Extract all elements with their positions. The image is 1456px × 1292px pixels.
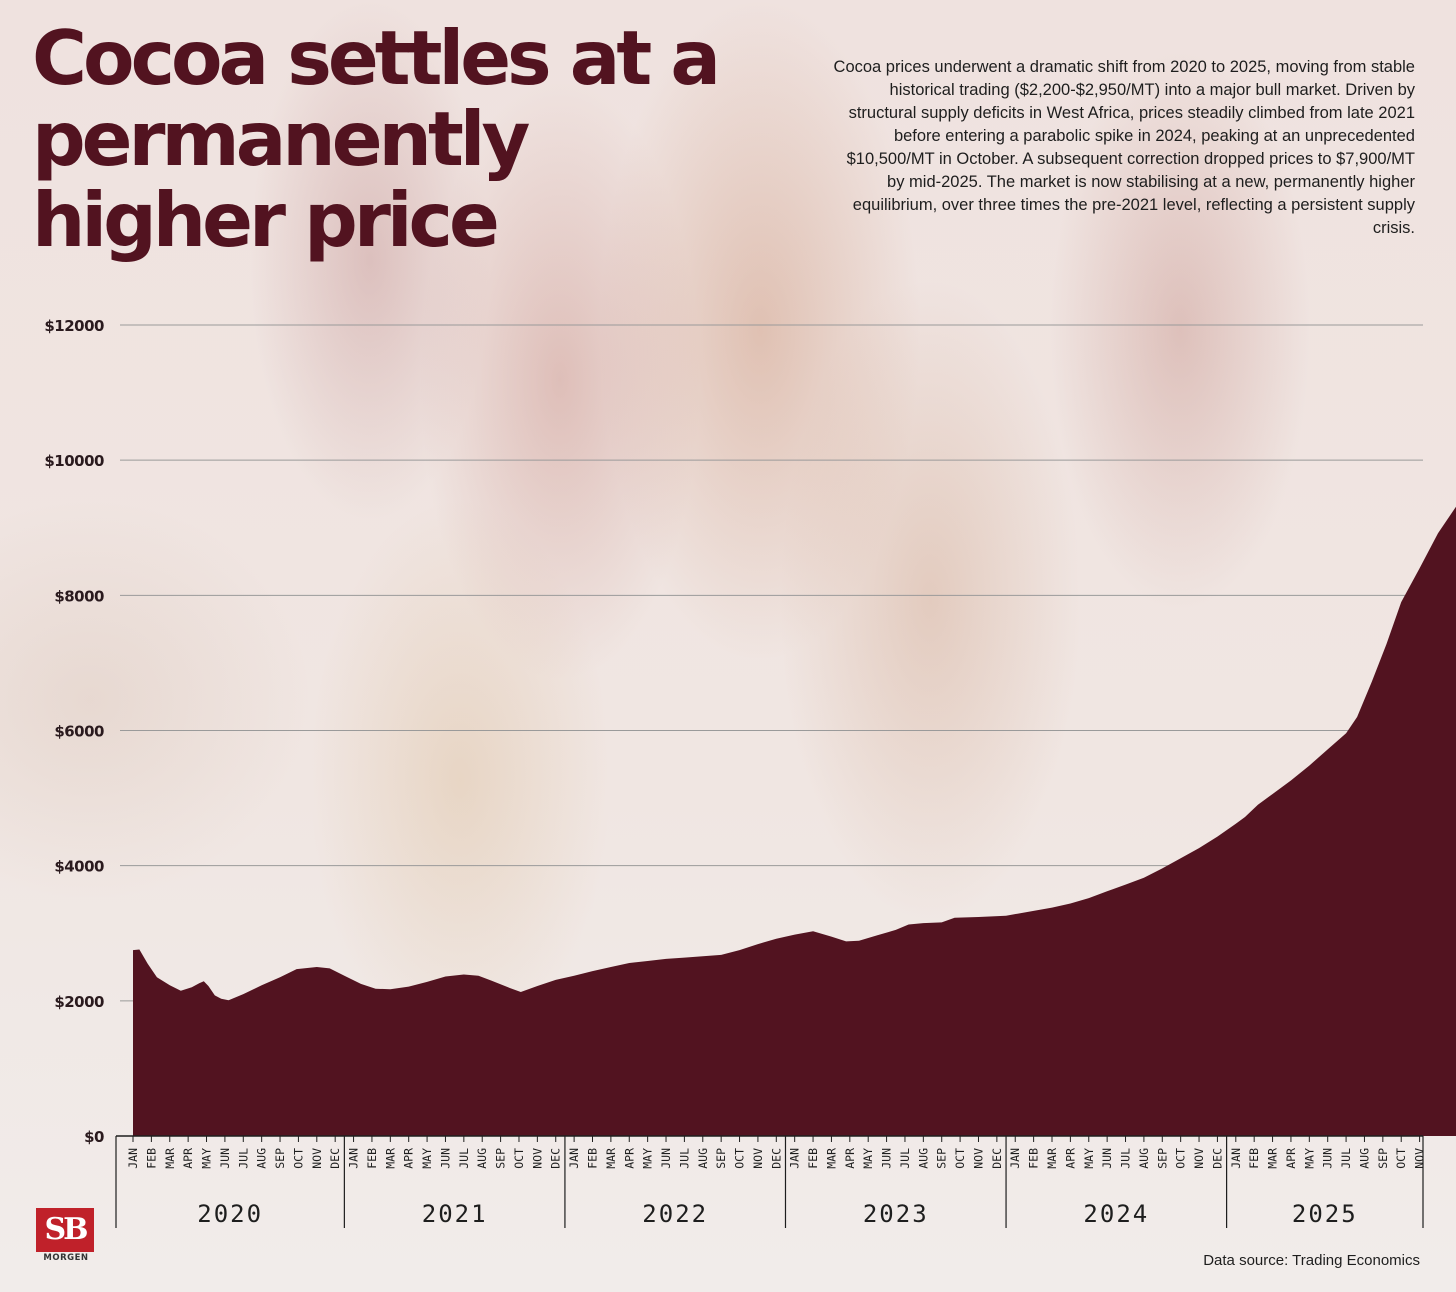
month-tick-label: APR — [402, 1148, 416, 1169]
month-tick-label: NOV — [751, 1148, 765, 1169]
y-tick-label: $6000 — [54, 723, 104, 741]
logo-wordmark: MORGEN — [43, 1253, 89, 1263]
month-tick-label: FEB — [365, 1148, 379, 1169]
year-label: 2024 — [1083, 1200, 1149, 1228]
month-tick-label: OCT — [1394, 1148, 1408, 1169]
month-tick-label: OCT — [953, 1148, 967, 1169]
month-tick-label: OCT — [1174, 1148, 1188, 1169]
month-tick-label: FEB — [1247, 1148, 1261, 1169]
month-tick-label: JAN — [1229, 1148, 1243, 1169]
month-tick-label: NOV — [1192, 1148, 1206, 1169]
month-tick-label: OCT — [291, 1148, 305, 1169]
month-tick-label: AUG — [475, 1148, 489, 1169]
month-tick-label: JAN — [788, 1148, 802, 1169]
chart-description: Cocoa prices underwent a dramatic shift … — [833, 58, 1415, 237]
month-tick-label: AUG — [1357, 1148, 1371, 1169]
month-tick-label: AUG — [696, 1148, 710, 1169]
month-tick-label: JUL — [898, 1148, 912, 1169]
month-tick-label: JUL — [236, 1148, 250, 1169]
month-tick-label: FEB — [586, 1148, 600, 1169]
month-tick-label: AUG — [916, 1148, 930, 1169]
month-tick-label: OCT — [512, 1148, 526, 1169]
y-tick-label: $2000 — [54, 993, 104, 1011]
year-label: 2021 — [422, 1200, 488, 1228]
month-tick-label: APR — [1284, 1148, 1298, 1169]
x-axis: JAN FEB MAR APR MAY JUN JUL AUG SEP OCT NOV DEC JAN F… — [115, 1135, 1427, 1228]
month-tick-label: APR — [181, 1148, 195, 1169]
year-label: 2022 — [642, 1200, 708, 1228]
year-label: 2023 — [863, 1200, 929, 1228]
month-tick-label: AUG — [1137, 1148, 1151, 1169]
month-tick-label: MAR — [163, 1148, 177, 1169]
month-tick-label: JUN — [1321, 1148, 1335, 1169]
month-tick-label: MAY — [200, 1148, 214, 1169]
month-tick-label: MAR — [383, 1148, 397, 1169]
month-tick-label: SEP — [273, 1148, 287, 1169]
month-tick-label: APR — [622, 1148, 636, 1169]
y-tick-label: $0 — [84, 1128, 104, 1146]
month-tick-label: DEC — [769, 1148, 783, 1169]
month-tick-label: JAN — [126, 1148, 140, 1169]
month-tick-label: JUN — [880, 1148, 894, 1169]
logo-mark: SB — [36, 1208, 94, 1252]
month-tick-label: DEC — [549, 1148, 563, 1169]
month-tick-label: DEC — [328, 1148, 342, 1169]
month-tick-label: FEB — [144, 1148, 158, 1169]
y-axis: $0 $2000 $4000 $6000 $8000 $10000 $12000 — [44, 317, 104, 1146]
y-tick-label: $12000 — [44, 317, 104, 335]
month-tick-label: SEP — [714, 1148, 728, 1169]
month-tick-label: SEP — [1376, 1148, 1390, 1169]
y-tick-label: $8000 — [54, 587, 104, 605]
month-tick-label: SEP — [1155, 1148, 1169, 1169]
month-tick-label: JUN — [218, 1148, 232, 1169]
month-tick-label: JUN — [659, 1148, 673, 1169]
month-tick-label: JUL — [1339, 1148, 1353, 1169]
month-tick-label: FEB — [1027, 1148, 1041, 1169]
y-tick-label: $10000 — [44, 452, 104, 470]
month-tick-label: DEC — [1210, 1148, 1224, 1169]
y-tick-label: $4000 — [54, 858, 104, 876]
month-tick-label: NOV — [1413, 1148, 1427, 1169]
month-tick-label: JUL — [1119, 1148, 1133, 1169]
month-tick-label: JAN — [1008, 1148, 1022, 1169]
price-area-series — [133, 506, 1456, 1136]
month-tick-label: MAR — [824, 1148, 838, 1169]
month-tick-label: DEC — [990, 1148, 1004, 1169]
data-source: Data source: Trading Economics — [1203, 1252, 1420, 1269]
month-tick-label: MAR — [1266, 1148, 1280, 1169]
month-tick-label: FEB — [806, 1148, 820, 1169]
year-label: 2025 — [1292, 1200, 1358, 1228]
month-tick-label: JUN — [438, 1148, 452, 1169]
month-tick-label: APR — [843, 1148, 857, 1169]
month-tick-label: MAY — [1082, 1148, 1096, 1169]
month-tick-label: JUL — [677, 1148, 691, 1169]
month-tick-label: JUL — [457, 1148, 471, 1169]
year-label: 2020 — [197, 1200, 263, 1228]
month-tick-label: MAY — [861, 1148, 875, 1169]
month-tick-label: NOV — [971, 1148, 985, 1169]
month-tick-label: NOV — [530, 1148, 544, 1169]
month-tick-label: APR — [1063, 1148, 1077, 1169]
month-tick-label: AUG — [255, 1148, 269, 1169]
month-tick-label: MAR — [604, 1148, 618, 1169]
month-tick-label: JAN — [347, 1148, 361, 1169]
month-tick-label: SEP — [494, 1148, 508, 1169]
month-tick-label: NOV — [310, 1148, 324, 1169]
month-tick-label: MAR — [1045, 1148, 1059, 1169]
month-tick-label: MAY — [420, 1148, 434, 1169]
month-tick-label: OCT — [733, 1148, 747, 1169]
month-tick-label: JAN — [567, 1148, 581, 1169]
price-area — [133, 506, 1456, 1136]
month-tick-label: MAY — [1302, 1148, 1316, 1169]
month-tick-label: SEP — [935, 1148, 949, 1169]
month-tick-label: JUN — [1100, 1148, 1114, 1169]
month-tick-label: MAY — [641, 1148, 655, 1169]
page-title: Cocoa settles at a permanently higher pr… — [32, 14, 721, 264]
sb-morgen-logo: SB MORGEN — [36, 1208, 96, 1264]
